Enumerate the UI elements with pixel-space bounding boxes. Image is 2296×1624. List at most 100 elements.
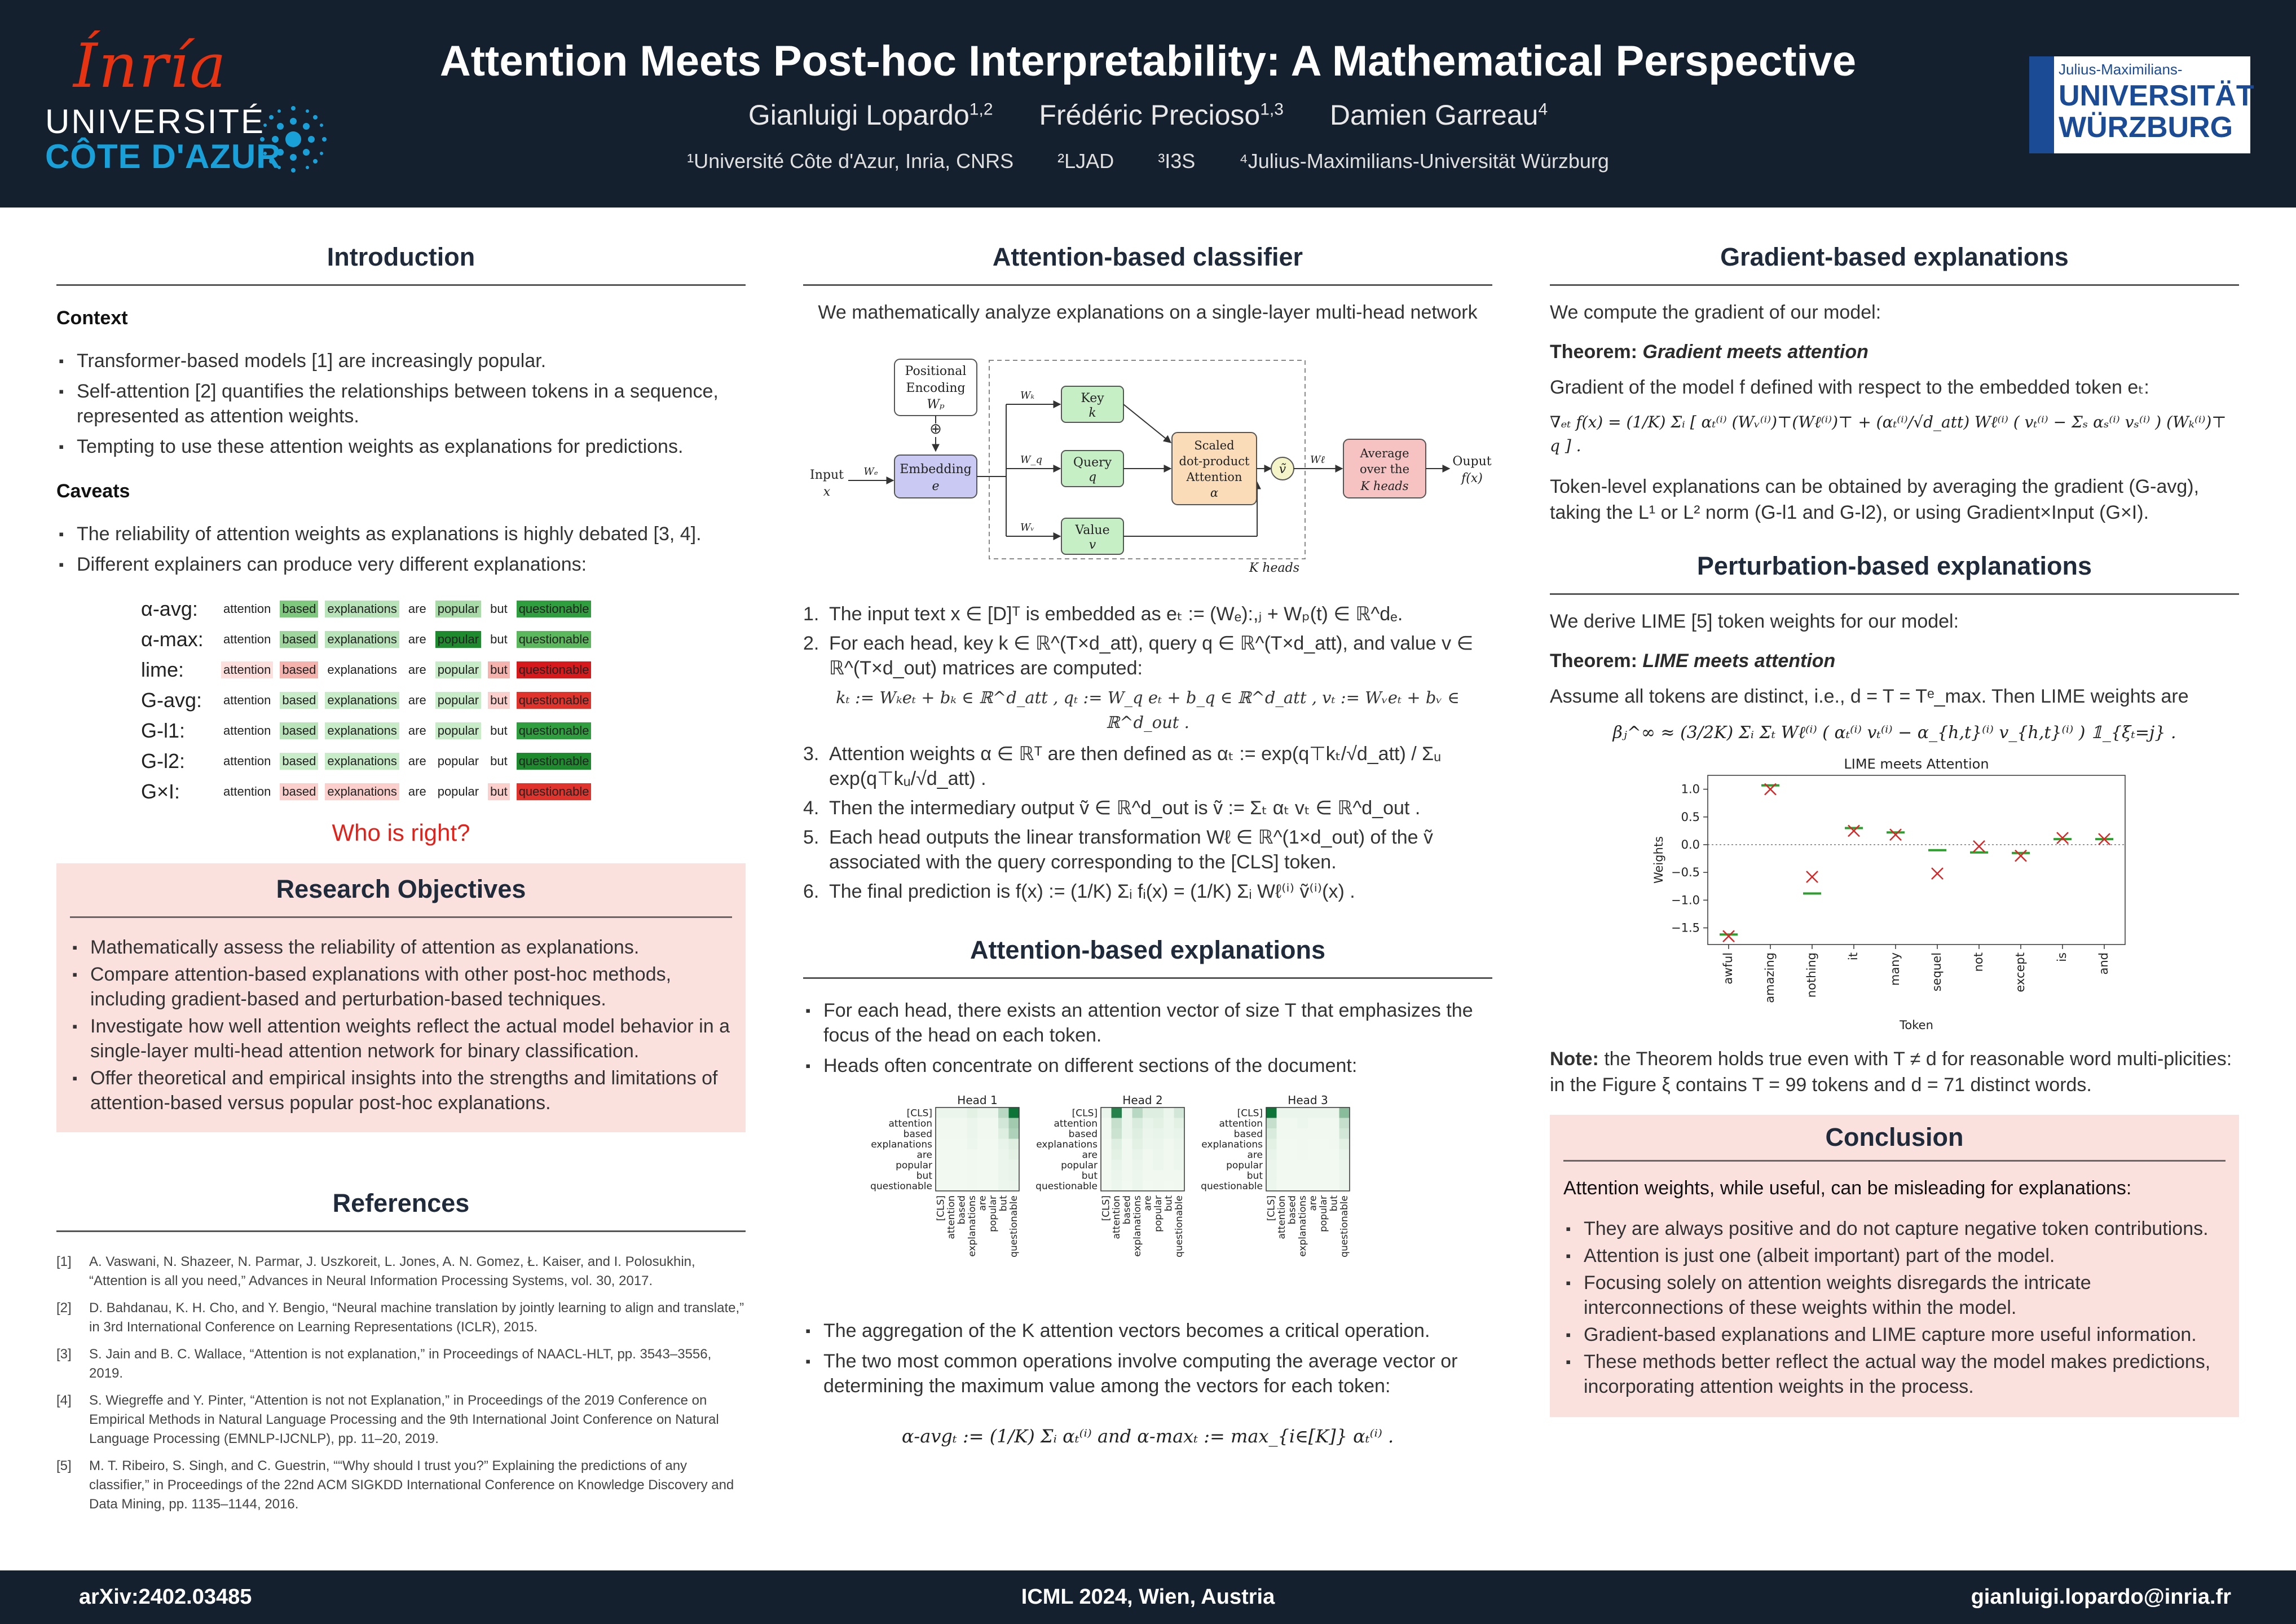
token-highlight: questionable xyxy=(516,722,592,739)
perturbation-intro: We derive LIME [5] token weights for our… xyxy=(1550,611,1959,632)
heatmap-row-label: popular xyxy=(1061,1160,1098,1171)
heatmap-cell xyxy=(957,1159,967,1170)
svg-text:Query: Query xyxy=(1073,456,1112,470)
heatmap-head-2: Head 2[CLS][CLS]attentionattentionbasedb… xyxy=(1035,1094,1185,1257)
heatmap-cell xyxy=(1143,1138,1153,1149)
svg-text:Input: Input xyxy=(810,468,844,482)
heatmap-cell xyxy=(988,1149,998,1160)
heatmap-cell xyxy=(946,1149,957,1160)
heatmap-cell xyxy=(1266,1128,1277,1139)
x-tick-label: nothing xyxy=(1805,952,1818,998)
x-tick-label: and xyxy=(2097,952,2110,975)
classifier-steps: 1. The input text x ∈ [D]ᵀ is embedded as… xyxy=(803,602,1492,904)
y-axis-label: Weights xyxy=(1652,836,1665,884)
key-node: Key k xyxy=(1061,386,1124,423)
heatmap-cell xyxy=(1287,1159,1298,1170)
heatmap-col-label: based xyxy=(956,1195,967,1224)
token-highlight: popular xyxy=(435,753,482,770)
heatmap-row-label: questionable xyxy=(1201,1181,1263,1192)
token-highlight: but xyxy=(488,783,510,800)
heatmap-cell xyxy=(1276,1170,1287,1181)
heatmap-cell xyxy=(988,1180,998,1191)
svg-text:W_q: W_q xyxy=(1020,454,1042,466)
heatmap-cell xyxy=(1164,1180,1174,1191)
heatmap-cell xyxy=(1101,1138,1112,1149)
heatmap-col-label: [CLS] xyxy=(935,1195,946,1221)
references-title: References xyxy=(56,1189,746,1232)
heatmap-col-label: based xyxy=(1121,1195,1132,1224)
explainer-label: G-l2: xyxy=(141,749,186,773)
heatmap-cell xyxy=(1111,1170,1122,1181)
heatmap-row-label: but xyxy=(1247,1170,1263,1181)
chart-point-x xyxy=(1848,824,1860,837)
svg-text:x: x xyxy=(823,485,831,499)
heatmap-row-label: questionable xyxy=(870,1181,932,1192)
heatmap-cell xyxy=(1143,1107,1153,1118)
attention-heatmaps: Head 1[CLS][CLS]attentionattentionbasedb… xyxy=(870,1094,1350,1257)
x-tick-label: is xyxy=(2055,952,2069,962)
explainer-label: α-avg: xyxy=(141,597,198,620)
heatmap-cell xyxy=(967,1159,977,1170)
uca-logo-line1: UNIVERSITÉ xyxy=(45,103,266,140)
heatmap-cell xyxy=(1164,1118,1174,1128)
heatmap-row-label: based xyxy=(904,1128,932,1140)
heatmap-cell xyxy=(1276,1180,1287,1191)
heatmap-cell xyxy=(988,1128,998,1139)
token-highlight: attention xyxy=(221,722,274,739)
heatmap-cell xyxy=(1132,1138,1143,1149)
heatmap-row-label: [CLS] xyxy=(1072,1107,1098,1119)
heatmap-cell xyxy=(1276,1107,1287,1118)
token-highlight: explanations xyxy=(325,753,399,770)
heatmap-col-label: popular xyxy=(988,1195,999,1232)
heatmap-cell xyxy=(1111,1128,1122,1139)
heatmap-cell xyxy=(1122,1180,1132,1191)
inria-logo: Ínría xyxy=(73,31,227,102)
y-tick-label: −0.5 xyxy=(1671,866,1700,879)
value-node: Value v xyxy=(1061,518,1124,555)
list-item: Attention is just one (albeit important)… xyxy=(1563,1243,2226,1268)
explainer-row: G-l2: attention based explanations are popula… xyxy=(141,746,746,776)
heatmap-cell xyxy=(1174,1159,1184,1170)
heatmap-cell xyxy=(1122,1128,1132,1139)
contact-email: gianluigi.lopardo@inria.fr xyxy=(1971,1585,2231,1609)
heatmap-cell xyxy=(1111,1149,1122,1160)
heatmap-cell xyxy=(1153,1180,1164,1191)
heatmap-cell xyxy=(998,1138,1009,1149)
list-item: Mathematically assess the reliability of… xyxy=(70,935,732,960)
token-highlight: explanations xyxy=(325,783,399,800)
gradient-statement: Gradient of the model f defined with res… xyxy=(1550,377,2149,398)
token-highlight: but xyxy=(488,631,510,648)
list-item: 5. Each head outputs the linear transform… xyxy=(803,827,1433,873)
heatmap-cell xyxy=(977,1138,988,1149)
chart-point-x xyxy=(2056,832,2069,845)
attention-node: Scaled dot-product Attention α xyxy=(1171,432,1257,505)
heatmap-cell xyxy=(998,1128,1009,1139)
explainer-row: G×I: attention based explanations are popular… xyxy=(141,776,746,807)
reference-item: [5] M. T. Ribeiro, S. Singh, and C. Guest… xyxy=(56,1458,734,1512)
heatmap-col-label: popular xyxy=(1153,1195,1164,1232)
svg-text:k: k xyxy=(1088,406,1096,420)
heatmap-cell xyxy=(998,1159,1009,1170)
heatmap-frame xyxy=(1100,1107,1185,1191)
heatmap-cell xyxy=(957,1128,967,1139)
heatmap-cell xyxy=(977,1149,988,1160)
heatmap-cell xyxy=(1318,1128,1329,1139)
heatmap-cell xyxy=(1276,1118,1287,1128)
heatmap-cell xyxy=(1122,1170,1132,1181)
heatmap-row-label: explanations xyxy=(1201,1139,1263,1150)
heatmap-row-label: based xyxy=(1234,1128,1263,1140)
references-list: [1] A. Vaswani, N. Shazeer, N. Parmar, J.… xyxy=(56,1252,746,1514)
heatmap-cell xyxy=(1132,1159,1143,1170)
heatmap-head-1: Head 1[CLS][CLS]attentionattentionbasedb… xyxy=(870,1094,1020,1257)
heatmap-cell xyxy=(1101,1128,1112,1139)
heatmap-cell xyxy=(1174,1107,1184,1118)
heatmap-cell xyxy=(1122,1138,1132,1149)
chart-point-x xyxy=(1722,930,1735,943)
explainer-row: α-max: attention based explanations are popul… xyxy=(141,624,746,655)
heatmap-cell xyxy=(936,1128,946,1139)
heatmap-title: Head 3 xyxy=(1288,1094,1328,1107)
heatmap-row-label: [CLS] xyxy=(907,1107,932,1119)
heatmap-cell xyxy=(936,1170,946,1181)
svg-text:e: e xyxy=(932,479,939,493)
x-tick-label: awful xyxy=(1721,952,1735,985)
